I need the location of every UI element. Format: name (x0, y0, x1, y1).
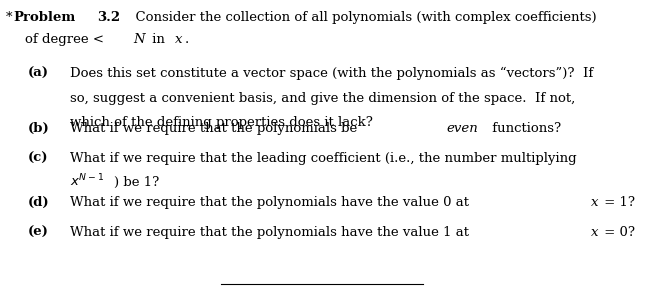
Text: x: x (590, 226, 599, 239)
Text: .: . (185, 33, 189, 46)
Text: of degree <: of degree < (25, 33, 109, 46)
Text: in: in (148, 33, 169, 46)
Text: (b): (b) (28, 122, 50, 135)
Text: ) be 1?: ) be 1? (115, 176, 160, 189)
Text: Consider the collection of all polynomials (with complex coefficients): Consider the collection of all polynomia… (127, 11, 597, 24)
Text: N: N (133, 33, 144, 46)
Text: 3.2: 3.2 (97, 11, 121, 24)
Text: $x^{N-1}$: $x^{N-1}$ (70, 173, 105, 189)
Text: (e): (e) (28, 226, 49, 239)
Text: so, suggest a convenient basis, and give the dimension of the space.  If not,: so, suggest a convenient basis, and give… (70, 91, 576, 105)
Text: x: x (590, 196, 599, 209)
Text: What if we require that the polynomials be: What if we require that the polynomials … (70, 122, 362, 135)
Text: = 0?: = 0? (601, 226, 635, 239)
Text: = 1?: = 1? (601, 196, 635, 209)
Text: x: x (175, 33, 183, 46)
Text: What if we require that the polynomials have the value 0 at: What if we require that the polynomials … (70, 196, 474, 209)
Text: Does this set constitute a vector space (with the polynomials as “vectors”)?  If: Does this set constitute a vector space … (70, 67, 594, 80)
Text: (c): (c) (28, 152, 49, 165)
Text: (a): (a) (28, 67, 49, 80)
Text: *: * (5, 11, 12, 24)
Text: even: even (447, 122, 478, 135)
Text: Problem: Problem (13, 11, 76, 24)
Text: What if we require that the leading coefficient (i.e., the number multiplying: What if we require that the leading coef… (70, 152, 577, 165)
Text: What if we require that the polynomials have the value 1 at: What if we require that the polynomials … (70, 226, 474, 239)
Text: which of the defining properties does it lack?: which of the defining properties does it… (70, 116, 373, 129)
Text: functions?: functions? (488, 122, 561, 135)
Text: (d): (d) (28, 196, 50, 209)
